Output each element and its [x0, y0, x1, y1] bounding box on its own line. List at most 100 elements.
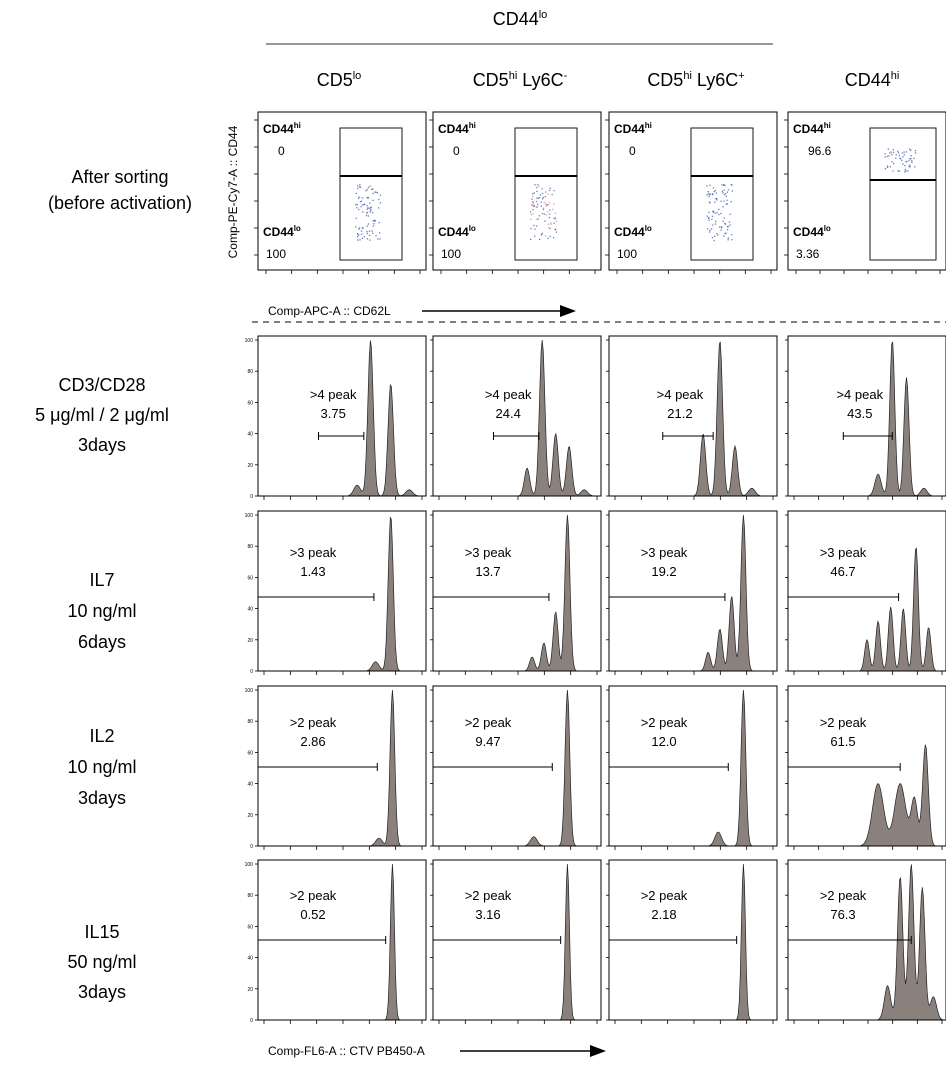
gate-value-cd44lo: 100 — [441, 247, 461, 261]
column-header-2: CD5hi Ly6C- — [473, 70, 568, 90]
event-dot — [729, 213, 731, 216]
event-dot — [375, 235, 377, 237]
gate-value: 21.2 — [667, 406, 692, 421]
event-dot — [368, 207, 370, 209]
event-dot — [374, 220, 376, 222]
histogram-area — [258, 863, 426, 1021]
event-dot — [357, 185, 359, 187]
gate-label: >3 peak — [290, 545, 337, 560]
event-dot — [536, 190, 538, 193]
gate-label: >4 peak — [310, 387, 357, 402]
event-dot — [531, 198, 533, 200]
event-dot — [884, 167, 887, 170]
event-dot — [708, 211, 710, 214]
event-dot — [891, 161, 893, 163]
event-dot — [530, 228, 532, 230]
event-dot — [712, 193, 714, 195]
event-dot — [888, 155, 890, 157]
hist-panel-r1-c2: >4 peak 24.4 — [430, 335, 602, 500]
event-dot — [536, 218, 538, 220]
sort-panel-frame — [787, 111, 946, 271]
hist-panel-r1-c3: >4 peak 21.2 — [606, 335, 778, 500]
event-dot — [891, 153, 893, 156]
event-dot — [711, 218, 713, 221]
event-dot — [889, 166, 891, 168]
event-dot — [355, 192, 357, 194]
event-dot — [548, 189, 551, 192]
event-dot — [532, 209, 534, 211]
hist-y-tick-label: 0 — [250, 669, 253, 675]
gate-cd44lo — [339, 175, 403, 261]
event-dot — [358, 234, 360, 236]
event-dot — [368, 234, 371, 237]
event-dot — [540, 234, 543, 236]
hist-panel-frame — [257, 685, 427, 847]
event-dot — [727, 189, 730, 191]
event-dot — [724, 192, 727, 195]
gate-label: >2 peak — [290, 888, 337, 903]
event-dot — [365, 190, 367, 192]
event-dot — [533, 192, 535, 194]
event-dot — [714, 212, 716, 214]
event-dot — [541, 188, 543, 190]
event-dot — [535, 225, 538, 227]
hist-y-tick-label: 100 — [245, 862, 254, 868]
event-dot — [895, 157, 897, 159]
gate-label: >2 peak — [641, 888, 688, 903]
event-dot — [708, 195, 710, 198]
event-dot — [552, 237, 555, 239]
event-dot — [884, 153, 886, 155]
hist-panel-frame — [787, 335, 946, 497]
event-dot — [541, 198, 544, 200]
event-dot — [357, 239, 359, 241]
gate-value: 61.5 — [830, 734, 855, 749]
hist-panel-frame — [608, 510, 778, 672]
event-dot — [542, 196, 544, 199]
event-dot — [890, 151, 892, 153]
event-dot — [711, 215, 714, 217]
event-dot — [706, 194, 708, 196]
histogram-area — [433, 863, 601, 1021]
row-label-il2-line2: 10 ng/ml — [67, 757, 136, 777]
event-dot — [359, 239, 361, 241]
event-dot — [901, 152, 904, 154]
row-label-il15-line2: 50 ng/ml — [67, 952, 136, 972]
event-dot — [905, 170, 907, 172]
event-dot — [372, 225, 375, 227]
event-dot — [361, 237, 364, 239]
gate-label: >2 peak — [641, 715, 688, 730]
gate-value-cd44hi: 96.6 — [808, 144, 832, 158]
event-dot — [722, 192, 724, 194]
event-dot — [552, 203, 555, 205]
event-dot — [366, 189, 368, 191]
event-dot — [359, 201, 362, 203]
event-dot — [899, 157, 901, 160]
event-dot — [714, 189, 717, 192]
event-dot — [356, 235, 359, 238]
event-dot — [367, 197, 370, 199]
event-dot — [363, 204, 365, 206]
event-dot — [718, 208, 720, 210]
event-dot — [553, 217, 555, 219]
event-dot — [532, 195, 534, 198]
gate-value: 2.86 — [300, 734, 325, 749]
event-dot — [529, 218, 532, 220]
event-dot — [376, 192, 379, 194]
event-dot — [897, 150, 899, 153]
event-dot — [909, 166, 911, 168]
event-dot — [901, 159, 903, 162]
hist-y-tick-label: 60 — [247, 400, 253, 406]
event-dot — [548, 201, 551, 204]
row-label-il2-line3: 3days — [78, 788, 126, 808]
hist-panel-r4-c3: >2 peak 2.18 — [606, 859, 778, 1024]
gate-label: >2 peak — [820, 888, 867, 903]
hist-panel-frame — [432, 685, 602, 847]
gate-value: 0.52 — [300, 907, 325, 922]
sort-x-axis-arrow-head — [560, 305, 576, 317]
event-dot — [538, 215, 540, 217]
gate-value: 1.43 — [300, 564, 325, 579]
axis-labels: Comp-PE-Cy7-A :: CD44 Comp-APC-A :: CD62… — [226, 125, 946, 1058]
gate-value: 13.7 — [475, 564, 500, 579]
event-dot — [379, 194, 382, 196]
event-dot — [706, 185, 708, 187]
